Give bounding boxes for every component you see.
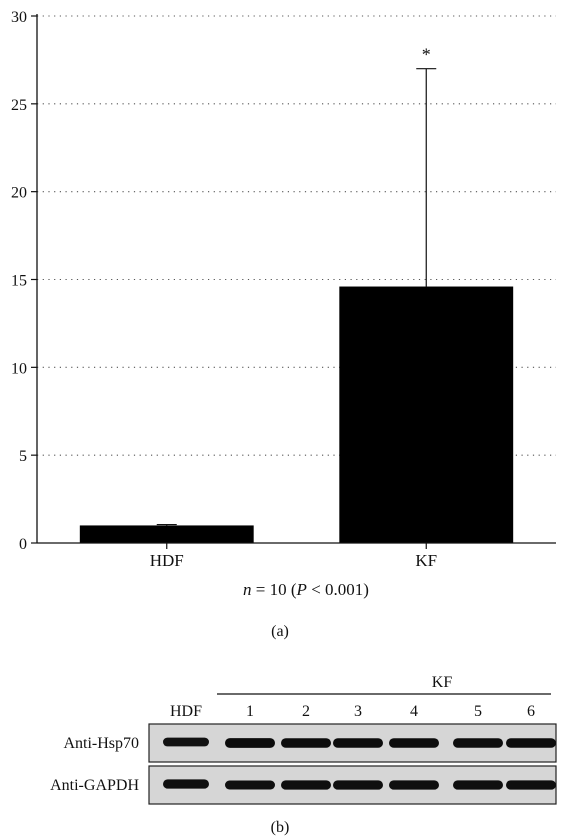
lane-label: 1: [246, 703, 254, 720]
panel-a-label: (a): [271, 623, 289, 640]
lane-label: 2: [302, 703, 310, 720]
blot-band: [333, 780, 383, 790]
y-tick-label: 5: [19, 448, 27, 465]
blot-band: [225, 738, 275, 748]
y-tick-label: 10: [11, 360, 27, 377]
y-axis: 0 5 10 15 20 25 30: [11, 9, 38, 553]
panel-b-label: (b): [271, 819, 290, 836]
y-tick-label: 30: [11, 9, 27, 26]
x-tick-label: HDF: [150, 551, 184, 570]
blot-row-label: Anti-GAPDH: [50, 777, 139, 794]
blot-band: [506, 780, 556, 790]
lane-label: 3: [354, 703, 362, 720]
blot-rows: Anti-Hsp70 Anti-GAPDH: [50, 723, 557, 805]
blot-band: [333, 738, 383, 748]
blot-lane-labels: HDF 1 2 3 4 5 6: [170, 703, 535, 720]
significance-marker: *: [422, 45, 431, 65]
blot-band: [453, 780, 503, 790]
y-tick-label: 20: [11, 185, 27, 202]
blot-band: [225, 780, 275, 790]
bar-series: [79, 286, 514, 543]
blot-band: [281, 780, 331, 790]
y-tick-label: 25: [11, 97, 27, 114]
x-axis-title: n = 10 (P < 0.001): [243, 580, 369, 599]
blot-band: [453, 738, 503, 748]
blot-row-label: Anti-Hsp70: [63, 735, 139, 752]
bar-hdf: [79, 525, 254, 543]
x-axis: HDF KF: [37, 542, 556, 570]
bar-kf: [339, 286, 514, 543]
blot-band: [389, 738, 439, 748]
blot-group-label: KF: [432, 674, 453, 691]
blot-band: [506, 738, 556, 748]
blot-row: Anti-GAPDH: [50, 765, 557, 805]
y-tick-label: 15: [11, 273, 27, 290]
x-tick-label: KF: [415, 551, 437, 570]
lane-label: 6: [527, 703, 535, 720]
lane-label: 5: [474, 703, 482, 720]
blot-band: [163, 737, 209, 747]
blot-row: Anti-Hsp70: [63, 723, 557, 763]
y-gridlines: [37, 15, 556, 456]
y-tick-label: 0: [19, 536, 27, 553]
blot-band: [281, 738, 331, 748]
blot-band: [163, 779, 209, 789]
error-bars: *: [156, 45, 437, 526]
blot-band: [389, 780, 439, 790]
lane-label: HDF: [170, 703, 202, 720]
lane-label: 4: [410, 703, 418, 720]
